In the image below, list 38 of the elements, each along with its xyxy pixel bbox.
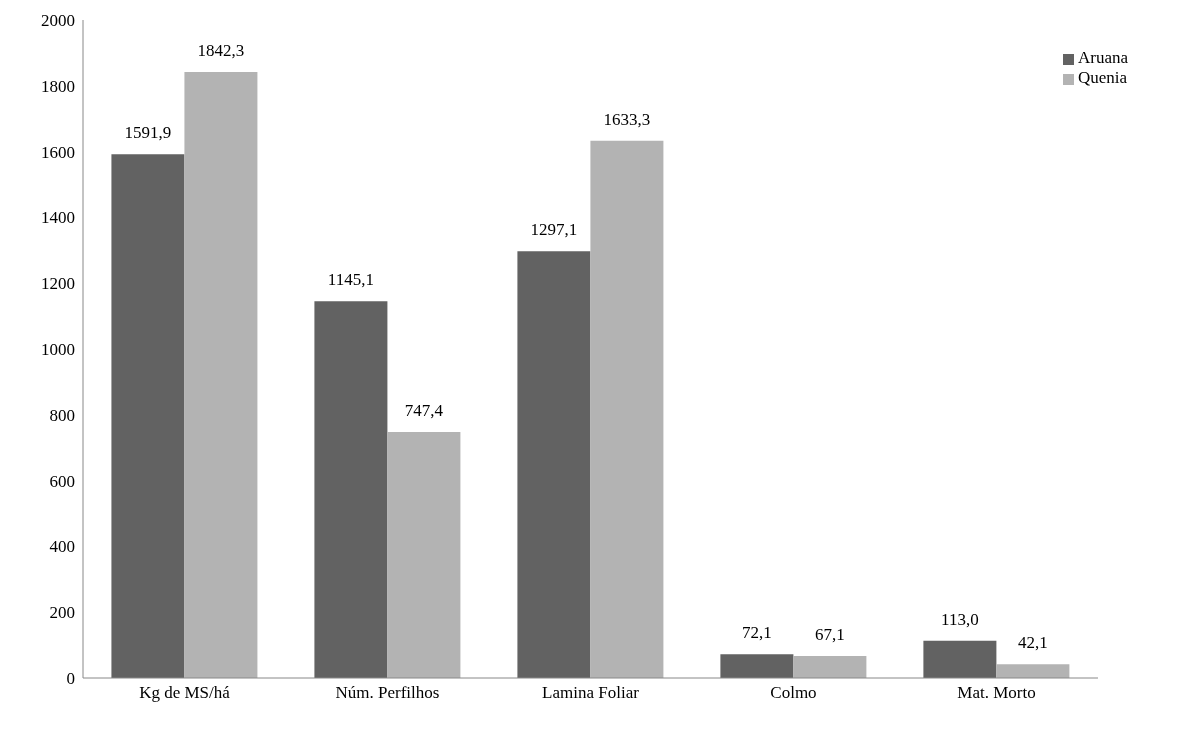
y-tick-label: 400 [49,537,75,557]
bar [590,140,664,678]
data-label: 1145,1 [327,270,374,290]
x-tick-label: Colmo [770,683,817,703]
bar [184,71,258,678]
y-tick-label: 1400 [41,208,75,228]
bar [314,301,388,678]
y-tick-label: 1600 [41,142,75,162]
legend-label: Quenia [1077,68,1128,87]
data-label: 42,1 [1018,633,1048,653]
x-tick-label: Núm. Perfilhos [335,683,440,703]
data-label: 67,1 [815,624,845,644]
y-tick-label: 1200 [41,274,75,294]
bar [517,251,591,678]
bar [996,664,1070,678]
data-label: 747,4 [404,401,444,421]
y-tick-label: 0 [66,669,75,689]
bar [111,154,185,678]
x-tick-label: Kg de MS/há [139,683,231,703]
y-tick-label: 200 [49,603,75,623]
bar [793,655,867,678]
y-tick-label: 600 [49,471,75,491]
data-label: 1633,3 [603,109,651,129]
data-label: 113,0 [941,609,979,629]
y-tick-label: 1000 [41,340,75,360]
data-label: 1297,1 [530,220,578,240]
bar [720,654,794,678]
y-tick-label: 1800 [41,76,75,96]
x-tick-label: Lamina Foliar [542,683,640,703]
y-tick-label: 2000 [41,11,75,31]
data-label: 72,1 [742,623,772,643]
data-label: 1842,3 [197,40,245,60]
x-tick-label: Mat. Morto [957,683,1036,703]
legend-label: Aruana [1077,48,1128,67]
bar [923,640,997,678]
data-label: 1591,9 [124,123,172,143]
bar [387,432,461,678]
y-tick-label: 800 [49,405,75,425]
